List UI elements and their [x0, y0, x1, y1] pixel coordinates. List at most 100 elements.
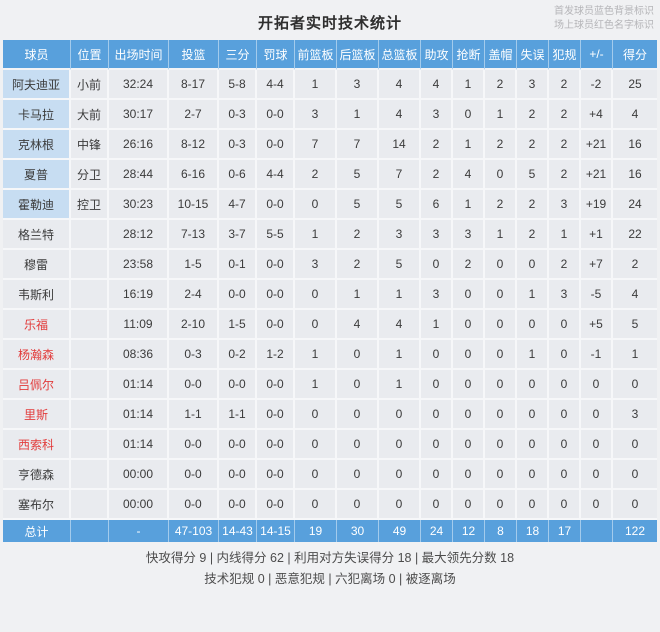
cell-dreb: 0 [337, 370, 379, 400]
summary-line-scoring: 快攻得分 9 | 内线得分 62 | 利用对方失误得分 18 | 最大领先分数 … [145, 551, 515, 565]
cell-ft: 0-0 [257, 490, 295, 520]
cell-fg: 8-12 [169, 130, 219, 160]
cell-dreb: 0 [337, 340, 379, 370]
cell-to: 5 [517, 160, 549, 190]
cell-name: 格兰特 [3, 220, 71, 250]
cell-ft: 0-0 [257, 430, 295, 460]
cell-to: 0 [517, 310, 549, 340]
cell-three: 0-0 [219, 280, 257, 310]
cell-dreb: 5 [337, 160, 379, 190]
cell-fg: 0-0 [169, 490, 219, 520]
cell-blk: 2 [485, 70, 517, 100]
cell-stl: 0 [453, 100, 485, 130]
cell-name: 穆雷 [3, 250, 71, 280]
cell-time: 28:12 [109, 220, 169, 250]
column-header: 前篮板 [295, 40, 337, 70]
cell-pf: 0 [549, 340, 581, 370]
cell-dreb: 2 [337, 220, 379, 250]
cell-pf: 2 [549, 70, 581, 100]
cell-ft: 0-0 [257, 400, 295, 430]
cell-name: 霍勒迪 [3, 190, 71, 220]
cell-blk: 0 [485, 250, 517, 280]
cell-stl: 1 [453, 70, 485, 100]
cell-dreb: 2 [337, 250, 379, 280]
cell-fg: 1-1 [169, 400, 219, 430]
cell-pf: 0 [549, 310, 581, 340]
cell-treb: 4 [379, 310, 421, 340]
cell-pts: 16 [613, 130, 657, 160]
cell-stl: 0 [453, 400, 485, 430]
cell-dreb: 1 [337, 280, 379, 310]
cell-time: 08:36 [109, 340, 169, 370]
cell-fg: 0-3 [169, 340, 219, 370]
cell-blk: 0 [485, 460, 517, 490]
column-header: 后篮板 [337, 40, 379, 70]
cell-time: 16:19 [109, 280, 169, 310]
cell-three: 1-1 [219, 400, 257, 430]
cell-oreb: 3 [295, 100, 337, 130]
player-row: 亨德森 00:00 0-0 0-0 0-0 0 0 0 0 0 0 0 0 0 0 [3, 460, 657, 490]
totals-cell-pf: 17 [549, 520, 581, 542]
cell-ast: 0 [421, 400, 453, 430]
cell-ft: 4-4 [257, 70, 295, 100]
cell-pm: 0 [581, 430, 613, 460]
player-row: 夏普 分卫 28:44 6-16 0-6 4-4 2 5 7 2 4 0 5 2 +21 16 [3, 160, 657, 190]
player-row: 塞布尔 00:00 0-0 0-0 0-0 0 0 0 0 0 0 0 0 0 0 [3, 490, 657, 520]
stats-table: 球员 位置 出场时间 投篮 三分 罚球 前篮板 后篮板 总篮板 助攻 抢断 盖帽 失误 犯规 +/- 得分 阿… [3, 40, 657, 542]
player-row: 穆雷 23:58 1-5 0-1 0-0 3 2 5 0 2 0 0 2 +7 2 [3, 250, 657, 280]
cell-blk: 0 [485, 370, 517, 400]
cell-name: 韦斯利 [3, 280, 71, 310]
cell-dreb: 3 [337, 70, 379, 100]
cell-oreb: 0 [295, 280, 337, 310]
totals-row: 总计 -47-103 14-43 14-15 19 30 49 24 12 8 18 17 122 [3, 520, 657, 542]
cell-pts: 0 [613, 460, 657, 490]
cell-treb: 1 [379, 340, 421, 370]
cell-dreb: 0 [337, 490, 379, 520]
cell-pts: 3 [613, 400, 657, 430]
column-header: 得分 [613, 40, 657, 70]
cell-to: 0 [517, 460, 549, 490]
cell-blk: 0 [485, 160, 517, 190]
cell-ast: 2 [421, 130, 453, 160]
cell-dreb: 0 [337, 430, 379, 460]
cell-fg: 10-15 [169, 190, 219, 220]
column-header: 投篮 [169, 40, 219, 70]
cell-oreb: 3 [295, 250, 337, 280]
cell-treb: 0 [379, 430, 421, 460]
cell-dreb: 4 [337, 310, 379, 340]
cell-fg: 0-0 [169, 370, 219, 400]
cell-pos [71, 400, 109, 430]
cell-three: 0-2 [219, 340, 257, 370]
cell-time: 01:14 [109, 370, 169, 400]
column-header: 球员 [3, 40, 71, 70]
cell-fg: 1-5 [169, 250, 219, 280]
cell-name: 塞布尔 [3, 490, 71, 520]
cell-pos: 中锋 [71, 130, 109, 160]
cell-oreb: 1 [295, 70, 337, 100]
cell-ast: 1 [421, 310, 453, 340]
totals-cell-time: - [109, 520, 169, 542]
cell-blk: 0 [485, 400, 517, 430]
cell-name: 里斯 [3, 400, 71, 430]
cell-pm: +5 [581, 310, 613, 340]
cell-pos [71, 430, 109, 460]
cell-fg: 6-16 [169, 160, 219, 190]
cell-treb: 7 [379, 160, 421, 190]
cell-treb: 4 [379, 70, 421, 100]
cell-ft: 0-0 [257, 310, 295, 340]
cell-time: 28:44 [109, 160, 169, 190]
totals-cell-to: 18 [517, 520, 549, 542]
cell-oreb: 0 [295, 460, 337, 490]
cell-pf: 0 [549, 460, 581, 490]
cell-treb: 5 [379, 250, 421, 280]
cell-three: 0-0 [219, 430, 257, 460]
cell-oreb: 1 [295, 370, 337, 400]
cell-oreb: 0 [295, 490, 337, 520]
header-row: 球员 位置 出场时间 投篮 三分 罚球 前篮板 后篮板 总篮板 助攻 抢断 盖帽 失误 犯规 +/- 得分 [3, 40, 657, 70]
cell-ast: 3 [421, 220, 453, 250]
player-row: 卡马拉 大前 30:17 2-7 0-3 0-0 3 1 4 3 0 1 2 2 +4 4 [3, 100, 657, 130]
cell-pts: 4 [613, 280, 657, 310]
totals-cell-oreb: 19 [295, 520, 337, 542]
column-header: 盖帽 [485, 40, 517, 70]
legend-note: 首发球员蓝色背景标识 场上球员红色名字标识 [554, 5, 654, 33]
